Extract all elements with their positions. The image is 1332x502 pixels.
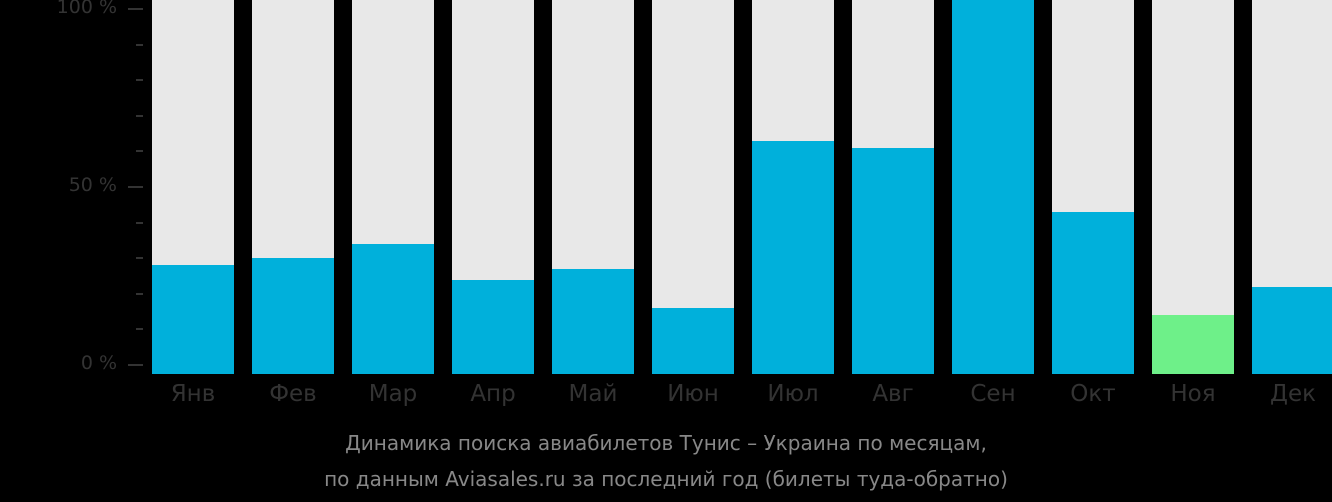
bar-track [1252,0,1332,374]
y-axis-minor-tick [136,115,143,117]
y-axis-minor-tick [136,79,143,81]
bar-track [1052,0,1134,374]
x-axis-label: Мар [368,381,418,407]
bar[interactable] [452,279,534,374]
bar[interactable] [552,268,634,374]
bar[interactable] [1152,315,1234,374]
bar-track [152,0,234,374]
x-axis-label: Дек [1269,381,1316,407]
y-axis-label: 50 % [68,174,117,196]
bar-track [752,0,834,374]
y-axis-major-tick [128,186,143,188]
bar-track [452,0,534,374]
bar-track [652,0,734,374]
y-axis-minor-tick [136,293,143,295]
bar-track [852,0,934,374]
bar-track [1152,0,1234,374]
y-axis-minor-tick [136,150,143,152]
bar[interactable] [952,0,1034,374]
y-axis-minor-tick [136,222,143,224]
x-axis-label: Ноя [1170,381,1216,407]
bar[interactable] [1252,286,1332,374]
bar[interactable] [652,308,734,374]
bar[interactable] [1052,211,1134,374]
bar-track [552,0,634,374]
y-axis-minor-tick [136,44,143,46]
bar-track [352,0,434,374]
bar[interactable] [152,265,234,374]
y-axis-label: 0 % [80,352,117,374]
x-axis-label: Апр [470,381,516,407]
x-axis-label: Июн [667,381,719,407]
x-axis-label: Окт [1070,381,1116,407]
x-axis-label: Июл [767,381,819,407]
bar[interactable] [752,140,834,374]
x-axis-label: Сен [970,381,1016,407]
bar-track [252,0,334,374]
x-axis-label: Янв [170,381,216,407]
y-axis-major-tick [128,8,143,10]
x-axis-label: Авг [872,381,914,407]
bar[interactable] [852,147,934,374]
bar-track [952,0,1034,374]
x-axis-label: Май [568,381,618,407]
y-axis-label: 100 % [56,0,117,18]
x-axis-label: Фев [269,381,317,407]
y-axis-minor-tick [136,257,143,259]
y-axis-major-tick [128,364,143,366]
bar[interactable] [252,258,334,374]
chart-title: Динамика поиска авиабилетов Тунис – Укра… [345,431,987,455]
y-axis-minor-tick [136,328,143,330]
chart-subtitle: по данным Aviasales.ru за последний год … [324,467,1008,491]
bar[interactable] [352,243,434,374]
